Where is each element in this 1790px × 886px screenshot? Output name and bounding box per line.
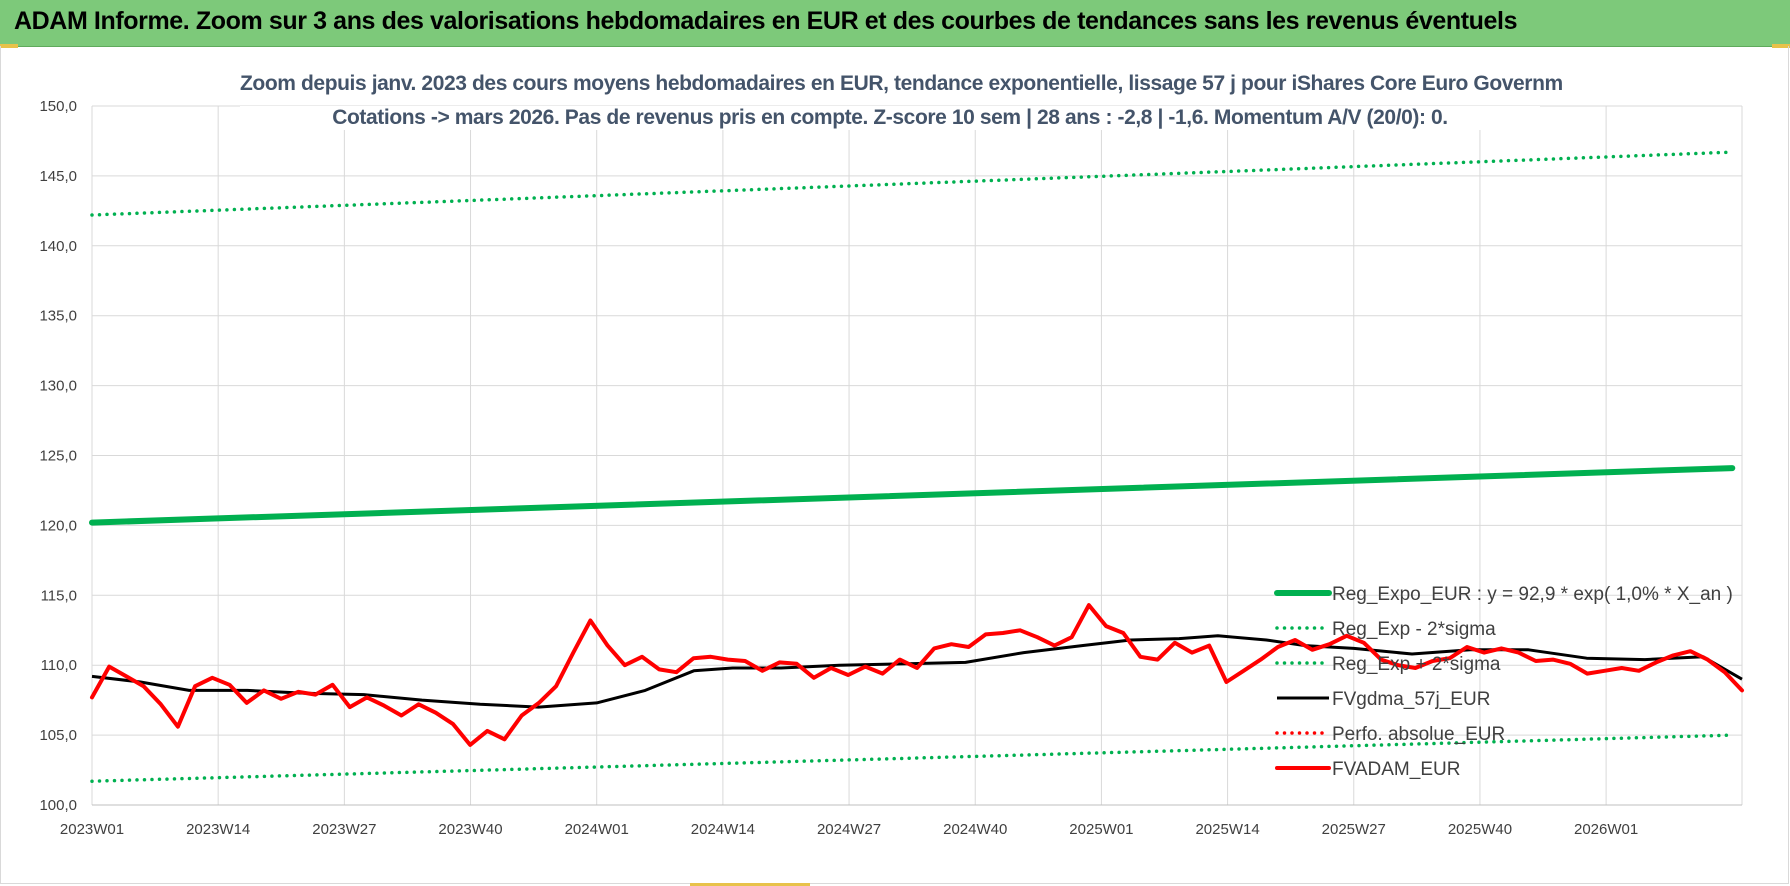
y-tick-label: 135,0 [39, 308, 77, 325]
corner-marker-right [1772, 44, 1790, 48]
x-tick-label: 2026W01 [1574, 821, 1638, 838]
chart-grid [91, 105, 1743, 806]
x-tick-label: 2023W01 [60, 821, 124, 838]
y-tick-label: 120,0 [39, 517, 77, 534]
chart-legend: Reg_Expo_EUR : y = 92,9 * exp( 1,0% * X_… [1274, 584, 1733, 780]
y-tick-label: 100,0 [39, 797, 77, 814]
report-banner: ADAM Informe. Zoom sur 3 ans des valoris… [0, 0, 1790, 47]
corner-marker-left [0, 44, 18, 48]
report-title: ADAM Informe. Zoom sur 3 ans des valoris… [14, 7, 1518, 35]
legend-label: FVADAM_EUR [1332, 759, 1460, 780]
legend-label: Perfo. absolue_EUR [1332, 724, 1505, 745]
legend-label: FVgdma_57j_EUR [1332, 689, 1490, 710]
y-tick-label: 115,0 [41, 587, 77, 604]
x-tick-label: 2023W14 [186, 821, 250, 838]
legend-label: Reg_Exp + 2*sigma [1332, 654, 1501, 675]
y-tick-label: 110,0 [41, 657, 77, 674]
x-tick-label: 2025W40 [1448, 821, 1512, 838]
series-line-2 [90, 150, 1735, 217]
y-tick-label: 150,0 [39, 98, 77, 115]
y-tick-label: 145,0 [39, 168, 77, 185]
x-tick-label: 2025W14 [1195, 821, 1259, 838]
y-tick-label: 125,0 [39, 448, 77, 465]
x-tick-label: 2025W01 [1069, 821, 1133, 838]
y-tick-label: 140,0 [39, 238, 77, 255]
chart-frame [0, 46, 1789, 884]
series-line-0 [89, 465, 1736, 526]
legend-label: Reg_Expo_EUR : y = 92,9 * exp( 1,0% * X_… [1332, 584, 1733, 605]
chart-series [89, 150, 1744, 783]
series-line-5 [90, 603, 1744, 747]
x-axis-ticks: 2023W01 2023W14 2023W27 2023W40 2024W01 2024W… [60, 821, 1638, 838]
x-tick-label: 2024W40 [943, 821, 1007, 838]
x-tick-label: 2023W27 [312, 821, 376, 838]
x-tick-label: 2023W40 [438, 821, 502, 838]
chart-subtitle: Cotations -> mars 2026. Pas de revenus p… [240, 106, 1540, 130]
legend-label: Reg_Exp - 2*sigma [1332, 619, 1496, 640]
bottom-marker [690, 883, 810, 886]
y-tick-label: 130,0 [39, 378, 77, 395]
y-axis-ticks: 100,0 105,0 110,0 115,0 120,0 125,0 130,0 135,0… [39, 98, 77, 814]
x-tick-label: 2024W01 [565, 821, 629, 838]
x-tick-label: 2024W27 [817, 821, 881, 838]
chart-title: Zoom depuis janv. 2023 des cours moyens … [240, 72, 1563, 96]
x-tick-label: 2024W14 [691, 821, 755, 838]
x-tick-label: 2025W27 [1322, 821, 1386, 838]
y-tick-label: 105,0 [39, 727, 77, 744]
